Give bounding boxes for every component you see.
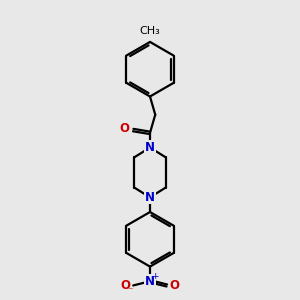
- Text: O: O: [120, 122, 130, 135]
- Text: ⁻: ⁻: [127, 286, 133, 296]
- Text: O: O: [169, 279, 180, 292]
- Text: N: N: [145, 141, 155, 154]
- Text: N: N: [145, 191, 155, 204]
- Text: O: O: [120, 279, 130, 292]
- Text: N: N: [145, 275, 155, 288]
- Text: +: +: [151, 272, 158, 281]
- Text: CH₃: CH₃: [140, 26, 160, 36]
